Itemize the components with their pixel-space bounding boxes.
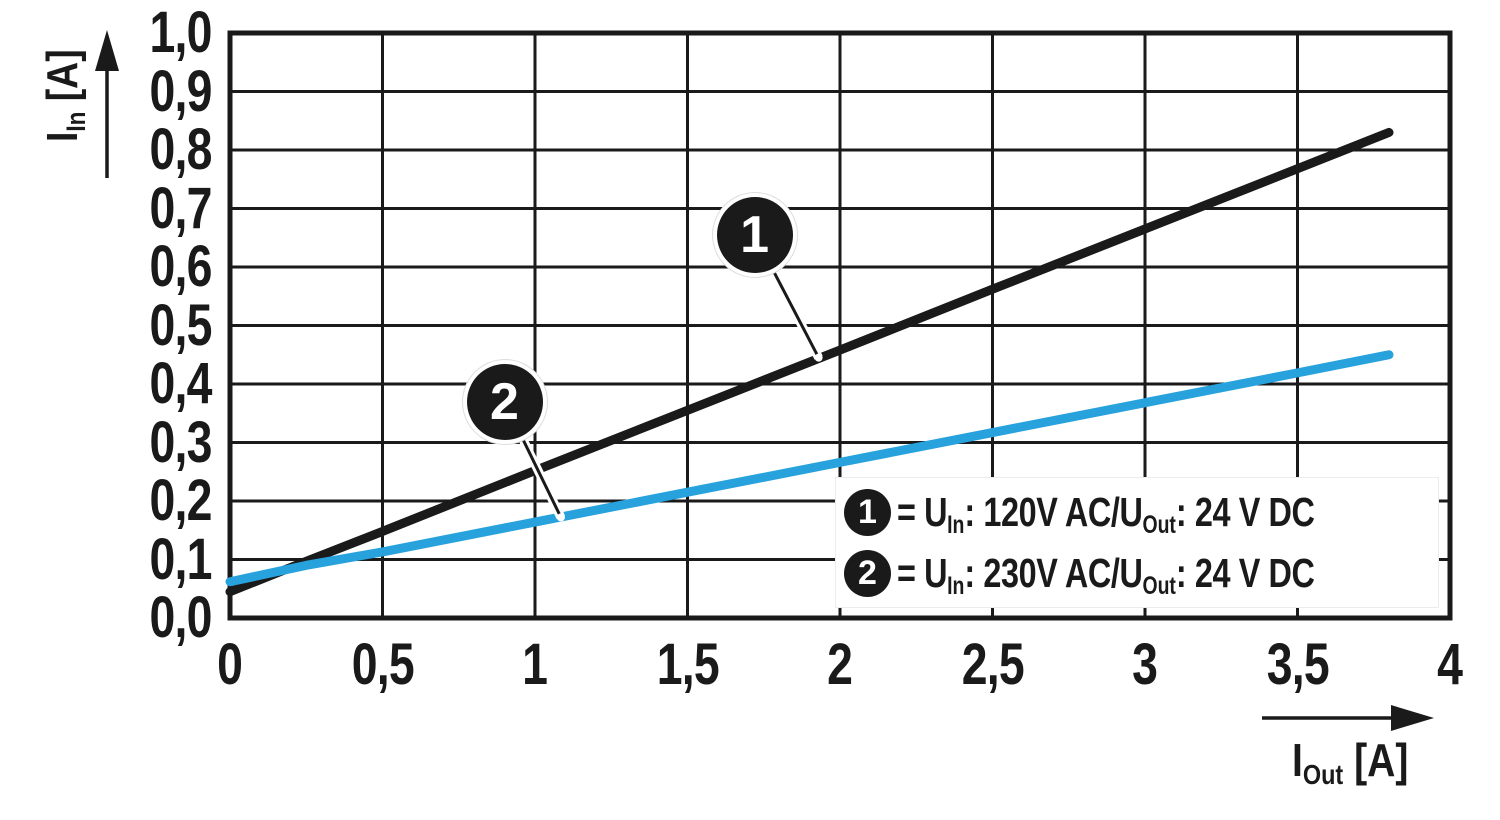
x-tick-label: 4 [1437,632,1463,697]
x-axis-label-unit: [A] [1343,734,1409,786]
y-tick-label: 0,4 [149,351,213,416]
legend-box: 1 = UIn: 120V AC/UOut: 24 V DC 2 = UIn: … [835,477,1439,608]
callout-attach-dot [814,353,823,362]
legend-label-2: = UIn: 230V AC/UOut: 24 V DC [897,549,1315,600]
series-line-1 [225,127,1394,597]
x-axis-label-symbol: I [1292,734,1303,786]
y-tick-label: 1,0 [149,0,213,65]
x-tick-label: 3 [1132,632,1158,697]
legend-badge-2: 2 [844,549,891,597]
x-tick-label: 2 [827,632,853,697]
callout-badge-2: 2 [466,363,543,440]
series-line-2 [225,350,1394,587]
y-tick-label: 0,5 [149,292,213,358]
callout-badge-1: 1 [716,196,793,273]
legend-label-1: = UIn: 120V AC/UOut: 24 V DC [897,488,1315,539]
y-tick-label: 0,9 [149,58,213,124]
y-tick-label: 0,0 [149,585,213,650]
plot-border [227,30,1453,621]
x-tick-label: 0,5 [351,632,414,697]
legend-row-2: 2 = UIn: 230V AC/UOut: 24 V DC [836,544,1438,602]
y-tick-label: 0,6 [149,234,213,299]
x-tick-label: 1 [522,632,548,697]
x-axis-label-subscript: Out [1302,759,1344,791]
y-axis-arrow [95,30,119,178]
x-tick-label: 2,5 [961,632,1024,697]
x-tick-label: 1,5 [656,632,719,697]
y-tick-label: 0,3 [149,409,213,475]
x-axis-arrow [1262,705,1434,731]
callout-attach-dot [556,513,565,522]
legend-row-1: 1 = UIn: 120V AC/UOut: 24 V DC [836,483,1438,541]
y-tick-label: 0,7 [149,175,213,241]
x-axis-label: IOut [A] [1292,734,1492,793]
y-tick-label: 0,8 [149,117,213,182]
x-tick-label: 3,5 [1266,632,1329,697]
x-tick-label: 0 [217,632,243,697]
y-tick-label: 0,1 [149,526,213,592]
legend-badge-1: 1 [844,488,891,536]
y-tick-label: 0,2 [149,468,213,533]
